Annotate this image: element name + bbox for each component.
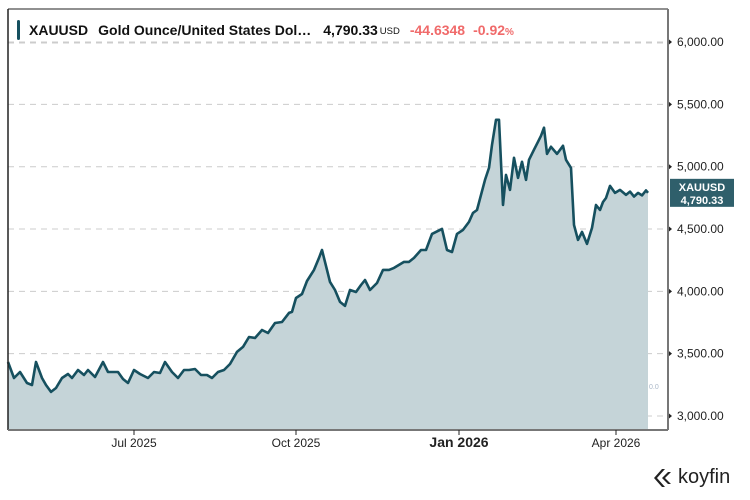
chart-header: XAUUSD Gold Ounce/United States Dol… 4,7… [17,19,514,41]
y-tick-mark [669,39,672,45]
y-tick-mark [669,288,672,294]
x-axis-ticks: Jul 2025 Oct 2025 Jan 2026 Apr 2026 [111,430,641,450]
y-tick-label: 6,000.00 [677,35,724,49]
price-change-percent: -0.92% [473,22,514,38]
last-price-badge-bg [670,178,734,207]
y-tick-label: 5,000.00 [677,160,724,174]
last-price-badge: XAUUSD 4,790.33 [670,178,734,207]
y-tick-label: 3,000.00 [677,409,724,423]
y-tick-label: 5,500.00 [677,97,724,111]
y-tick-mark [669,413,672,419]
y-tick-mark [669,101,672,107]
y-tick-label: 4,000.00 [677,284,724,298]
y-axis-ticks: 3,000.00 3,500.00 4,000.00 4,500.00 5,000.00… [669,35,724,423]
last-price-badge-value: 4,790.33 [681,195,724,207]
y-tick-label: 4,500.00 [677,222,724,236]
koyfin-logo-icon [654,468,671,487]
percent-value: -0.92 [473,22,506,38]
percent-sign: % [505,27,514,38]
instrument-name: Gold Ounce/United States Dol… [98,22,312,38]
currency-label: USD [379,25,400,37]
y-tick-mark [669,164,672,170]
y-tick-mark [669,351,672,357]
koyfin-wordmark: koyfin [678,466,731,488]
y-tick-label: 3,500.00 [677,347,724,361]
x-tick-label: Jul 2025 [111,436,157,450]
plot-area [6,118,649,431]
x-tick-label: Apr 2026 [592,436,641,450]
y-tick-mark [669,226,672,232]
series-color-bar [17,20,20,40]
x-tick-label: Jan 2026 [429,434,488,450]
series-line-xauusd [6,118,649,394]
ticker-symbol[interactable]: XAUUSD [29,22,89,38]
price-change: -44.6348 [409,22,466,38]
secondary-axis-label: 0.0 [649,384,659,391]
last-price-badge-symbol: XAUUSD [679,182,726,194]
x-tick-label: Oct 2025 [272,436,321,450]
last-price: 4,790.33 [323,22,378,38]
koyfin-logo: koyfin [652,466,730,489]
